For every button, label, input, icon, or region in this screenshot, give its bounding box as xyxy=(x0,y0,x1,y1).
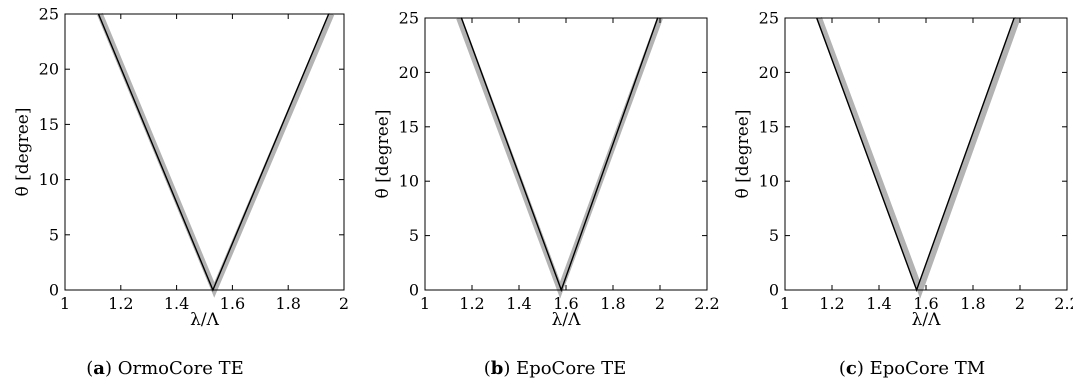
chart-panel-b: 1 1.2 1.4 1.6 1.8 2 2.2 0 5 10 15 20 25 λ/Λ θ [degree]… xyxy=(373,9,720,380)
y-tick-label: 20 xyxy=(39,60,59,79)
y-tick-label: 0 xyxy=(409,281,419,300)
y-tick-label: 20 xyxy=(399,63,419,82)
chart-caption: (b) EpoCore TE xyxy=(484,358,627,379)
y-tick-label: 25 xyxy=(759,9,779,28)
y-axis-label: θ [degree] xyxy=(373,110,393,199)
caption-letter: a xyxy=(93,358,105,379)
chart-caption: (c) EpoCore TM xyxy=(839,358,985,379)
caption-letter: c xyxy=(846,358,857,379)
y-tick-label: 25 xyxy=(399,9,419,28)
x-tick-label: 2.2 xyxy=(694,294,719,313)
x-tick-label: 1.6 xyxy=(553,294,578,313)
y-tick-label: 5 xyxy=(49,225,59,244)
x-tick-label: 1.2 xyxy=(819,294,844,313)
y-tick-label: 15 xyxy=(759,117,779,136)
x-tick-label: 1.6 xyxy=(220,294,245,313)
y-tick-label: 10 xyxy=(759,172,779,191)
caption-paren-open: ( xyxy=(839,358,846,379)
y-axis-label: θ [degree] xyxy=(733,110,753,199)
y-tick-label: 0 xyxy=(49,281,59,300)
y-tick-label: 5 xyxy=(769,226,779,245)
x-tick-label: 2 xyxy=(655,294,665,313)
series-line-thick-gray xyxy=(816,16,1021,299)
caption-title: ) EpoCore TM xyxy=(857,358,985,379)
x-tick-label: 1.2 xyxy=(459,294,484,313)
chart-panel-c: 1 1.2 1.4 1.6 1.8 2 2.2 0 5 10 15 20 25 λ/Λ θ [degree]… xyxy=(733,9,1073,380)
x-tick-label: 1.2 xyxy=(108,294,133,313)
y-tick-label: 10 xyxy=(39,170,59,189)
y-tick-label: 20 xyxy=(759,63,779,82)
x-axis-label: λ/Λ xyxy=(912,310,942,330)
caption-title: ) EpoCore TE xyxy=(503,358,626,379)
caption-paren-open: ( xyxy=(484,358,491,379)
x-tick-label: 2 xyxy=(1015,294,1025,313)
x-tick-label: 1.6 xyxy=(913,294,938,313)
y-tick-label: 15 xyxy=(399,117,419,136)
x-tick-label: 1.8 xyxy=(275,294,300,313)
y-tick-label: 15 xyxy=(39,115,59,134)
x-axis-label: λ/Λ xyxy=(552,310,582,330)
x-tick-label: 2.2 xyxy=(1054,294,1073,313)
x-tick-label: 1.8 xyxy=(960,294,985,313)
plot-frame xyxy=(784,17,1068,291)
y-axis-label: θ [degree] xyxy=(13,108,33,197)
x-axis-label: λ/Λ xyxy=(190,310,220,330)
y-tick-label: 0 xyxy=(769,281,779,300)
x-tick-label: 1.4 xyxy=(866,294,891,313)
x-tick-label: 1 xyxy=(420,294,430,313)
x-tick-label: 1.8 xyxy=(600,294,625,313)
x-tick-label: 1 xyxy=(780,294,790,313)
caption-letter: b xyxy=(491,358,504,379)
x-tick-label: 1.4 xyxy=(164,294,189,313)
plot-frame xyxy=(424,17,708,291)
series-line-thin-black xyxy=(460,17,659,293)
x-tick-label: 2 xyxy=(339,294,349,313)
caption-title: ) OrmoCore TE xyxy=(105,358,244,379)
series-line-thick-gray xyxy=(97,12,335,298)
x-tick-label: 1 xyxy=(60,294,70,313)
y-tick-label: 5 xyxy=(409,226,419,245)
plot-frame xyxy=(64,13,345,291)
series-line-thick-gray xyxy=(456,16,663,299)
y-tick-label: 25 xyxy=(39,5,59,24)
series-line-thin-black xyxy=(816,17,1015,293)
series-line-thin-black xyxy=(97,13,330,292)
chart-caption: (a) OrmoCore TE xyxy=(86,358,243,379)
x-tick-label: 1.4 xyxy=(506,294,531,313)
caption-paren-open: ( xyxy=(86,358,93,379)
y-tick-label: 10 xyxy=(399,172,419,191)
